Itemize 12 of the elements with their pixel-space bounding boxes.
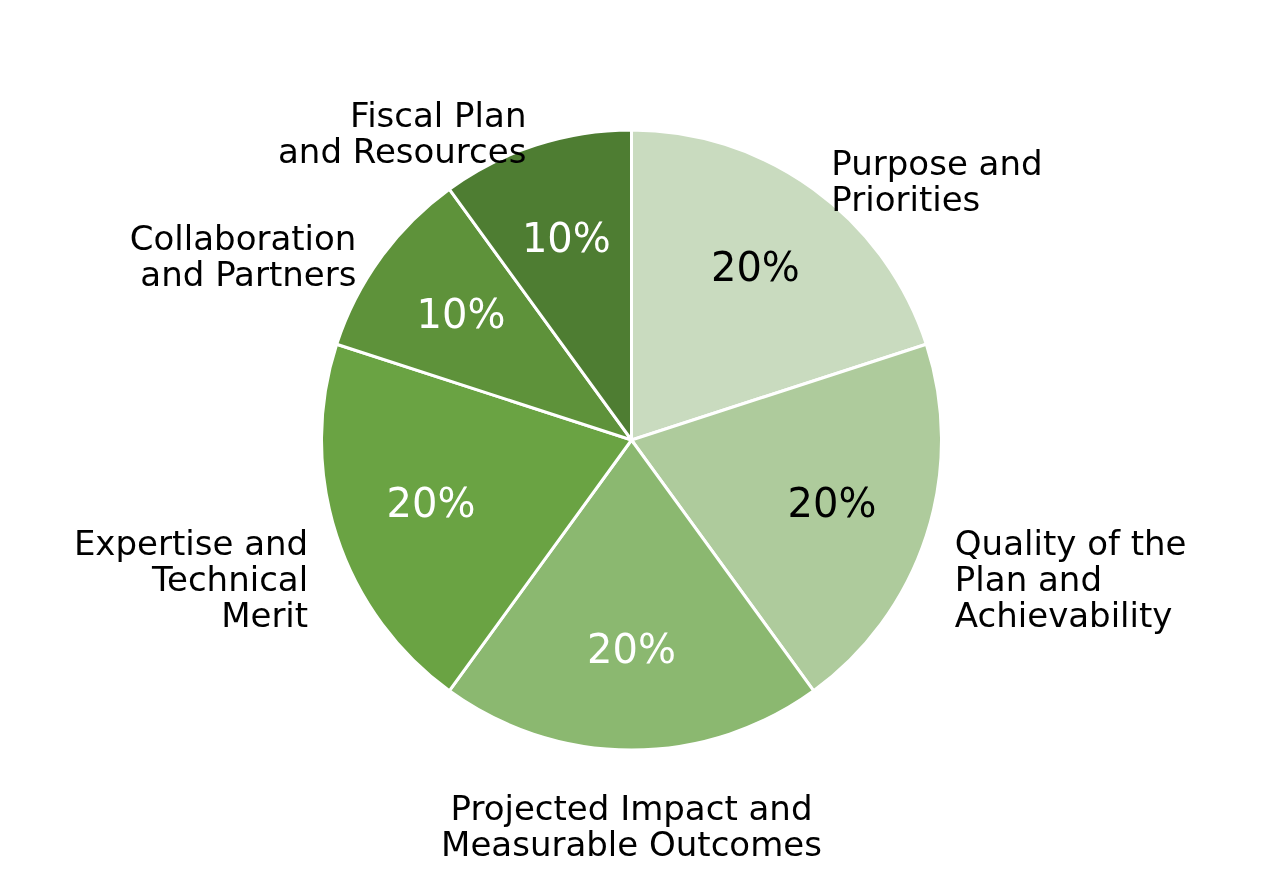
slice-label: Projected Impact and Measurable Outcomes xyxy=(441,788,822,864)
data-label: 20% xyxy=(386,480,476,527)
data-label: 10% xyxy=(521,214,611,261)
slice-label: Fiscal Plan and Resources xyxy=(278,94,527,171)
data-label: 20% xyxy=(710,244,800,291)
slice-label: Quality of the Plan and Achievability xyxy=(954,523,1187,636)
slice-label: Expertise and Technical Merit xyxy=(73,523,309,636)
data-label: 20% xyxy=(587,625,676,672)
data-label: 10% xyxy=(416,291,506,338)
slice-label: Purpose and Priorities xyxy=(831,142,1043,219)
slice-label: Collaboration and Partners xyxy=(129,218,357,295)
data-label: 20% xyxy=(787,480,877,527)
